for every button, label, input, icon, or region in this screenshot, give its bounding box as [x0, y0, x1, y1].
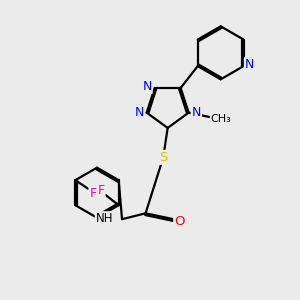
- Text: F: F: [89, 187, 97, 200]
- Text: S: S: [159, 151, 167, 164]
- Text: NH: NH: [96, 212, 113, 225]
- Text: N: N: [134, 106, 144, 119]
- Text: CH₃: CH₃: [211, 113, 231, 124]
- Text: N: N: [192, 106, 201, 119]
- Text: N: N: [142, 80, 152, 93]
- Text: F: F: [98, 184, 105, 197]
- Text: O: O: [174, 215, 185, 228]
- Text: N: N: [245, 58, 254, 71]
